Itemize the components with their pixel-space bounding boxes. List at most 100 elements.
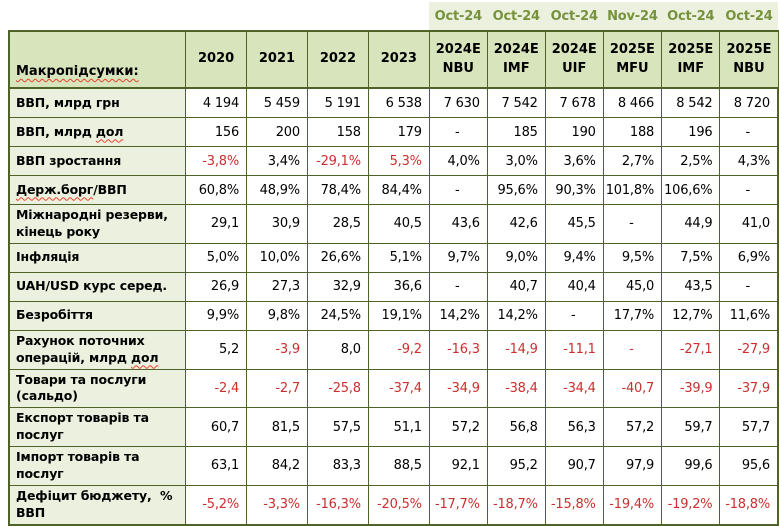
cell-value: 156 [185, 117, 248, 147]
cell-value: 4 194 [185, 87, 248, 118]
cell-value: 81,5 [246, 407, 308, 447]
cell-value: 9,5% [602, 242, 663, 273]
cell-value: 14,2% [428, 300, 488, 331]
table-row: ВВП, млрд дол 156 200 158 179-185 190 188 196- [8, 117, 779, 147]
cell-value: 4,3% [719, 146, 779, 176]
column-header: 2020 [185, 30, 248, 89]
cell-value: 60,7 [185, 407, 248, 447]
cell-value: 12,7% [661, 300, 721, 331]
cell-value: 90,7 [544, 446, 604, 486]
cell-value: -25,8 [306, 368, 369, 409]
cell-value: -27,9 [719, 329, 779, 370]
column-header: 2024E IMF [486, 30, 546, 89]
cell-value: -27,1 [661, 329, 721, 370]
cell-value: 90,3% [544, 175, 604, 205]
cell-value: 99,6 [661, 446, 721, 486]
cell-value: 41,0 [719, 204, 779, 244]
cell-value: 8 542 [661, 87, 721, 118]
cell-value: -16,3 [428, 329, 488, 370]
cell-value: 43,5 [661, 271, 721, 302]
cell-value: 45,0 [602, 271, 663, 302]
cell-value: 95,6% [486, 175, 546, 205]
cell-value: -3,8% [185, 146, 248, 176]
cell-value: 29,1 [185, 204, 248, 244]
cell-value: -20,5% [367, 484, 430, 526]
band-spacer [9, 2, 430, 31]
cell-value: 8,0 [306, 329, 369, 370]
misspelled-word: дол [131, 349, 159, 365]
cell-value: -3,3% [246, 484, 308, 526]
macro-summary-table: Oct-24 Oct-24 Oct-24 Nov-24 Oct-24 Oct-24 Мак… [8, 2, 779, 526]
forecast-date-band: Oct-24 Oct-24 Oct-24 Nov-24 Oct-24 Oct-24 [9, 2, 778, 31]
cell-value: 56,3 [544, 407, 604, 447]
cell-value: -19,4% [602, 484, 663, 526]
row-label: Рахунок поточних операцій, млрд дол [8, 329, 187, 370]
cell-value: -37,4 [367, 368, 430, 409]
cell-value: 8 720 [719, 87, 779, 118]
cell-value: - [544, 300, 604, 331]
forecast-date: Oct-24 [429, 2, 488, 31]
cell-value: 84,2 [246, 446, 308, 486]
cell-value: 9,4% [544, 242, 604, 273]
column-header: 2025E IMF [661, 30, 721, 89]
cell-value: 6,9% [719, 242, 779, 273]
cell-value: 32,9 [306, 271, 369, 302]
cell-value: 40,7 [486, 271, 546, 302]
cell-value: - [719, 271, 779, 302]
cell-value: 63,1 [185, 446, 248, 486]
cell-value: 9,0% [486, 242, 546, 273]
cell-value: - [428, 117, 488, 147]
cell-value: 3,0% [486, 146, 546, 176]
cell-value: 5 459 [246, 87, 308, 118]
cell-value: -17,7% [428, 484, 488, 526]
cell-value: 196 [661, 117, 721, 147]
column-header: 2023 [367, 30, 430, 89]
column-header: 2025E NBU [719, 30, 779, 89]
cell-value: 40,5 [367, 204, 430, 244]
cell-value: 57,2 [428, 407, 488, 447]
cell-value: 9,7% [428, 242, 488, 273]
cell-value: -2,4 [185, 368, 248, 409]
cell-value: 28,5 [306, 204, 369, 244]
column-header: 2024E NBU [428, 30, 488, 89]
cell-value: 51,1 [367, 407, 430, 447]
cell-value: 101,8% [602, 175, 663, 205]
cell-value: -38,4 [486, 368, 546, 409]
cell-value: 95,6 [719, 446, 779, 486]
cell-value: 56,8 [486, 407, 546, 447]
cell-value: 8 466 [602, 87, 663, 118]
cell-value: 45,5 [544, 204, 604, 244]
table-row: Міжнародні резерви, кінець року 29,1 30,9 2… [8, 204, 779, 244]
table-row: Імпорт товарів та послуг 63,1 84,2 83,3 88,5… [8, 446, 779, 486]
column-header: 2025E MFU [602, 30, 663, 89]
cell-value: 5 191 [306, 87, 369, 118]
row-label: Безробіття [8, 300, 187, 331]
cell-value: 3,4% [246, 146, 308, 176]
cell-value: 57,5 [306, 407, 369, 447]
cell-value: -29,1% [306, 146, 369, 176]
cell-value: - [428, 175, 488, 205]
cell-value: 83,3 [306, 446, 369, 486]
cell-value: 27,3 [246, 271, 308, 302]
cell-value: 185 [486, 117, 546, 147]
cell-value: 40,4 [544, 271, 604, 302]
column-header: 2024E UIF [544, 30, 604, 89]
cell-value: 57,7 [719, 407, 779, 447]
cell-value: 44,9 [661, 204, 721, 244]
cell-value: 2,7% [602, 146, 663, 176]
cell-value: -14,9 [486, 329, 546, 370]
cell-value: 9,9% [185, 300, 248, 331]
table-row: Безробіття 9,9% 9,8% 24,5% 19,1% 14,2% 14,2% -1… [8, 300, 779, 331]
cell-value: 59,7 [661, 407, 721, 447]
cell-value: 78,4% [306, 175, 369, 205]
cell-value: 2,5% [661, 146, 721, 176]
cell-value: -40,7 [602, 368, 663, 409]
row-label: Інфляція [8, 242, 187, 273]
cell-value: 19,1% [367, 300, 430, 331]
cell-value: 30,9 [246, 204, 308, 244]
cell-value: 5,2 [185, 329, 248, 370]
cell-value: 92,1 [428, 446, 488, 486]
row-label: Дефіцит бюджету, % ВВП [8, 484, 187, 526]
cell-value: 36,6 [367, 271, 430, 302]
cell-value: 7 542 [486, 87, 546, 118]
